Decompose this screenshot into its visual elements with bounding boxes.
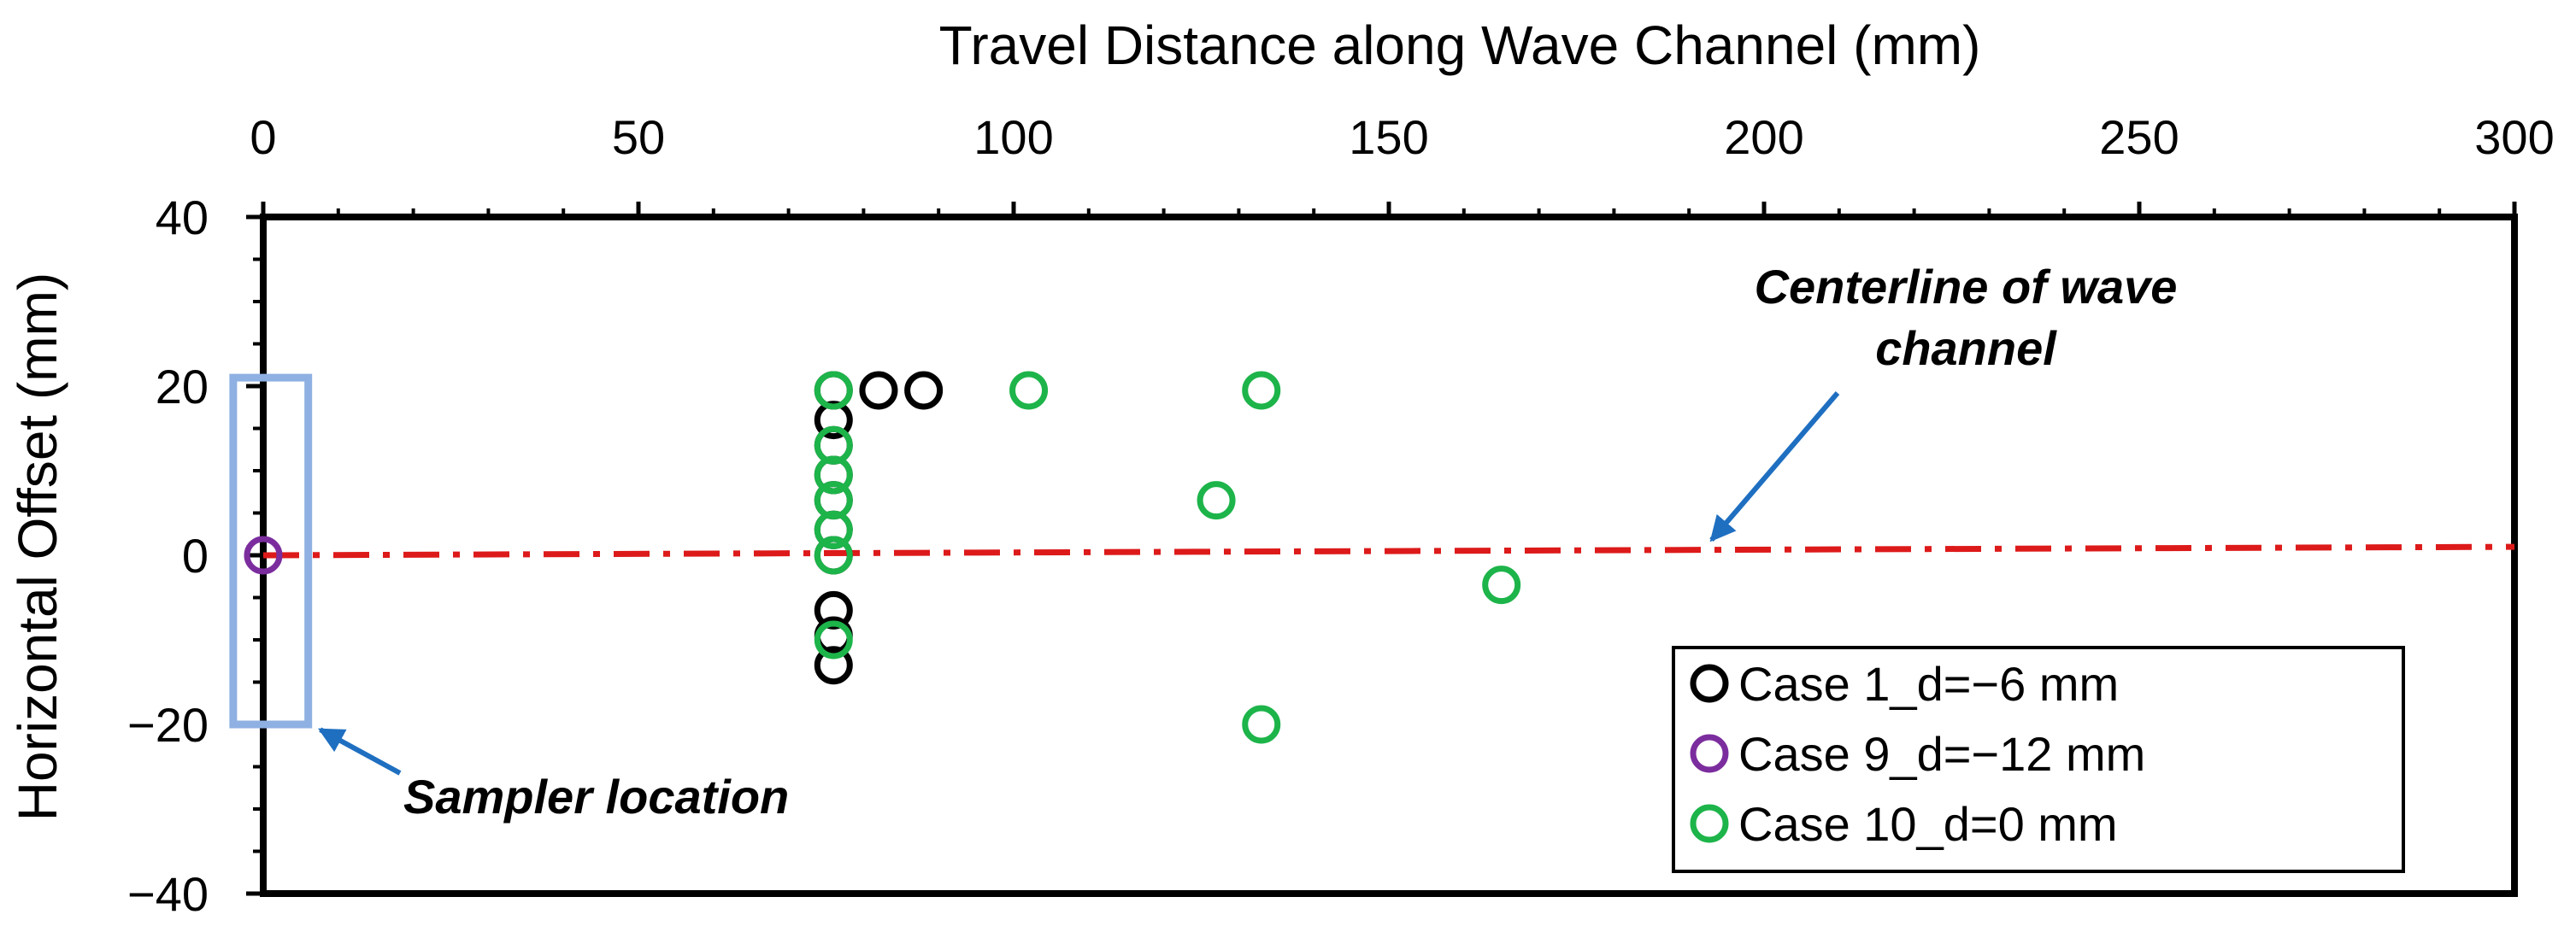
data-point: [1482, 566, 1521, 605]
data-point: [814, 646, 853, 685]
y-tick-label: 40: [156, 191, 209, 244]
data-point: [1197, 481, 1236, 520]
x-tick-label: 0: [250, 110, 276, 164]
legend-label: Case 9_d=−12 mm: [1738, 727, 2145, 781]
data-point: [1242, 371, 1281, 410]
annotation-line: Centerline of wave: [1755, 260, 2178, 314]
points-layer: [244, 371, 1521, 744]
data-point: [859, 371, 898, 410]
centerline-layer: [262, 543, 2515, 559]
x-tick-label: 100: [973, 110, 1053, 164]
data-point: [814, 536, 853, 575]
data-point: [244, 536, 283, 575]
data-point: [814, 371, 853, 410]
x-tick-label: 200: [1724, 110, 1803, 164]
x-tick-label: 150: [1349, 110, 1428, 164]
data-point: [814, 620, 853, 660]
y-tick-label: −20: [127, 698, 209, 752]
annotation-sampler-arrow: [318, 727, 402, 776]
annotation-layer: Centerline of wave channel Sampler locatio…: [318, 260, 2178, 824]
data-point: [814, 510, 853, 549]
annotation-centerline-label: Centerline of wave channel: [1755, 260, 2178, 375]
data-point: [814, 455, 853, 495]
data-point: [1009, 371, 1049, 410]
sampler-box-layer: [229, 373, 313, 729]
sampler-box: [229, 373, 313, 729]
x-tick-label: 50: [612, 110, 665, 164]
annotation-line: channel: [1875, 321, 2057, 375]
centerline: [262, 543, 2515, 559]
legend-label: Case 10_d=0 mm: [1738, 797, 2118, 851]
y-tick-label: 20: [156, 360, 209, 413]
y-tick-label: −40: [127, 867, 209, 921]
data-point: [1242, 705, 1281, 744]
y-tick-label: 0: [182, 529, 209, 583]
x-tick-label: 250: [2099, 110, 2179, 164]
x-tick-label: 300: [2474, 110, 2554, 164]
legend-marker: [1690, 804, 1729, 843]
legend-box: [1672, 646, 2405, 873]
annotation-centerline-arrow: [1709, 391, 1840, 542]
data-point: [904, 371, 944, 410]
legend-marker: [1690, 734, 1729, 773]
legend-layer: Case 1_d=−6 mm Case 9_d=−12 mm Case 10_d=0…: [1672, 646, 2405, 873]
legend-label: Case 1_d=−6 mm: [1738, 657, 2119, 711]
legend-marker: [1690, 664, 1729, 703]
x-axis-title: Travel Distance along Wave Channel (mm): [939, 15, 1981, 76]
annotation-sampler-label: Sampler location: [403, 770, 789, 824]
y-axis-title: Horizontal Offset (mm): [7, 273, 68, 822]
